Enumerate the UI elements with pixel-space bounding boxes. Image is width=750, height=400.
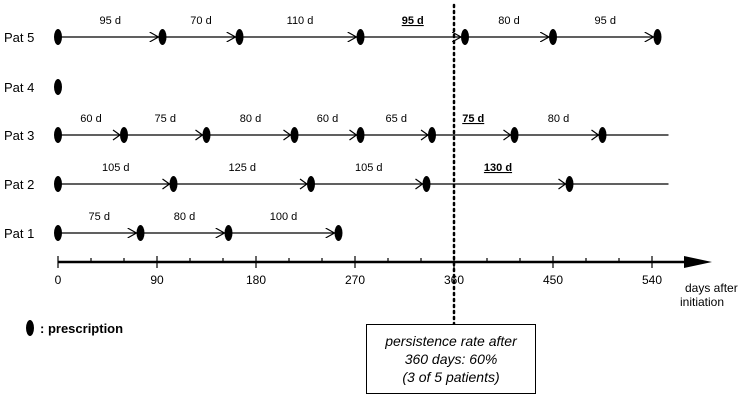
prescription-marker <box>356 29 365 45</box>
patient-label: Pat 3 <box>4 128 34 143</box>
prescription-marker <box>356 127 365 143</box>
interval-label: 80 d <box>548 113 569 125</box>
patient-label: Pat 5 <box>4 30 34 45</box>
patient-row-pat-2: Pat 2 105 d 125 d 105 d 130 d <box>4 162 669 192</box>
patient-row-pat-5: Pat 5 95 d 70 d 110 d 95 d 80 d 95 d <box>4 15 662 45</box>
interval-label: 80 d <box>174 211 195 223</box>
prescription-marker <box>120 127 128 143</box>
prescription-marker <box>169 176 178 192</box>
note-line-1: persistence rate after <box>385 333 517 349</box>
prescription-marker <box>334 225 343 241</box>
interval-label: 60 d <box>317 113 338 125</box>
x-tick-label: 540 <box>642 273 662 287</box>
prescription-marker <box>202 127 211 143</box>
prescription-marker <box>136 225 145 241</box>
interval-label: 95 d <box>595 15 616 27</box>
interval-label: 75 d <box>462 113 484 125</box>
patient-label: Pat 4 <box>4 80 34 95</box>
interval-label: 95 d <box>402 15 424 27</box>
interval-label: 80 d <box>240 113 261 125</box>
prescription-marker <box>598 127 607 143</box>
patient-row-pat-3: Pat 3 60 d 75 d 80 d 60 d 65 d 75 d 80 d <box>4 113 669 143</box>
patient-row-pat-1: Pat 1 75 d 80 d 100 d <box>4 211 343 241</box>
interval-label: 95 d <box>100 15 121 27</box>
prescription-marker <box>54 79 62 95</box>
prescription-marker <box>461 29 469 45</box>
prescription-marker <box>422 176 431 192</box>
x-axis-arrowhead <box>684 256 712 268</box>
x-tick-label: 90 <box>150 273 164 287</box>
x-axis: 0 90 180 270 360 450 540 <box>55 256 712 287</box>
x-tick-label: 0 <box>55 273 62 287</box>
prescription-marker <box>307 176 315 192</box>
persistence-note-box: persistence rate after 360 days: 60% (3 … <box>366 324 536 394</box>
x-tick-label: 270 <box>345 273 365 287</box>
legend-prescription-marker <box>26 320 34 336</box>
patient-label: Pat 2 <box>4 177 34 192</box>
patient-label: Pat 1 <box>4 226 34 241</box>
x-axis-caption-line-2: initiation <box>680 295 724 309</box>
prescription-marker <box>428 127 436 143</box>
interval-label: 110 d <box>287 15 314 27</box>
interval-label: 100 d <box>270 211 298 223</box>
interval-label: 130 d <box>484 162 512 174</box>
patient-row-pat-4: Pat 4 <box>4 79 62 95</box>
prescription-marker <box>54 176 62 192</box>
prescription-marker <box>224 225 233 241</box>
prescription-marker <box>510 127 519 143</box>
note-line-3: (3 of 5 patients) <box>402 369 500 385</box>
prescription-marker <box>549 29 557 45</box>
interval-label: 65 d <box>386 113 407 125</box>
patient-rows: Pat 5 95 d 70 d 110 d 95 d 80 d 95 d Pat 4 Pat 3… <box>4 15 669 241</box>
interval-label: 125 d <box>228 162 256 174</box>
prescription-marker <box>235 29 244 45</box>
prescription-marker <box>54 225 62 241</box>
note-line-2: 360 days: 60% <box>404 351 498 367</box>
legend-text: : prescription <box>40 321 123 336</box>
prescription-marker <box>54 29 62 45</box>
prescription-marker <box>54 127 62 143</box>
prescription-marker <box>653 29 662 45</box>
prescription-marker <box>158 29 167 45</box>
interval-label: 70 d <box>190 15 211 27</box>
prescription-marker <box>290 127 299 143</box>
interval-label: 60 d <box>80 113 101 125</box>
x-tick-label: 450 <box>543 273 563 287</box>
prescription-marker <box>565 176 574 192</box>
x-axis-caption-line-1: days after <box>685 281 738 295</box>
x-tick-label: 180 <box>246 273 266 287</box>
interval-label: 75 d <box>155 113 176 125</box>
legend: : prescription <box>26 320 123 336</box>
interval-label: 75 d <box>89 211 110 223</box>
interval-label: 105 d <box>355 162 383 174</box>
interval-label: 80 d <box>498 15 519 27</box>
interval-label: 105 d <box>102 162 130 174</box>
